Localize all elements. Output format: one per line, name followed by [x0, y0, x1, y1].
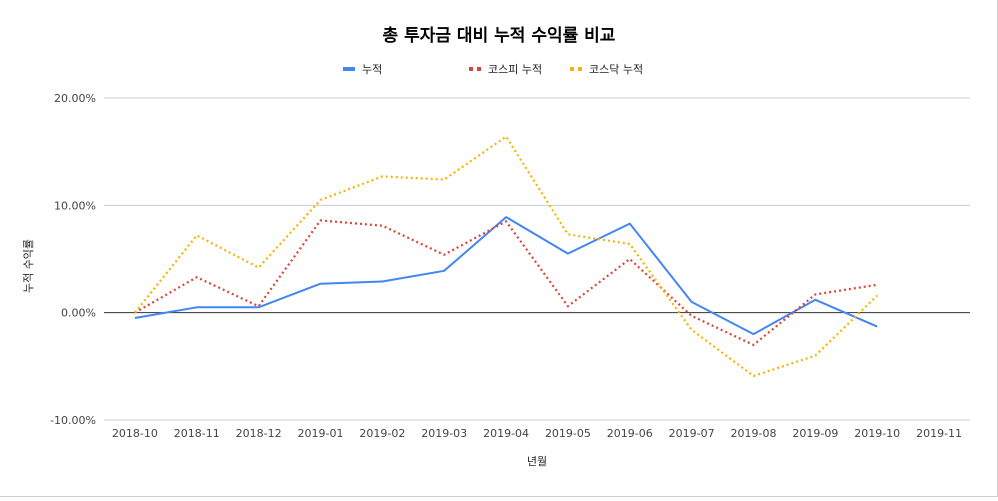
series-line-3	[134, 135, 878, 378]
series-lines	[134, 135, 878, 378]
x-tick-label: 2019-02	[359, 427, 405, 440]
x-tick-label: 2019-06	[607, 427, 653, 440]
x-tick-label: 2018-11	[174, 427, 220, 440]
y-tick-label: 20.00%	[54, 92, 96, 105]
y-tick-label: 10.00%	[54, 199, 96, 212]
x-axis-title: 년월	[527, 455, 547, 468]
x-tick-label: 2018-12	[236, 427, 282, 440]
legend: 누적 코스피 누적 코스닥 누적	[343, 63, 643, 76]
x-tick-label: 2019-03	[421, 427, 467, 440]
x-tick-label: 2019-01	[298, 427, 344, 440]
x-tick-label: 2019-05	[545, 427, 591, 440]
series-line-2	[134, 219, 878, 346]
chart-title: 총 투자금 대비 누적 수익률 비교	[383, 26, 616, 46]
legend-label: 코스피 누적	[488, 63, 542, 76]
x-axis-ticks: 2018-10 2018-11 2018-12 2019-01 2019-02 2019-…	[112, 427, 962, 440]
legend-label: 코스닥 누적	[589, 63, 643, 76]
y-axis-title: 누적 수익률	[22, 239, 35, 293]
x-tick-label: 2019-04	[483, 427, 529, 440]
legend-label: 누적	[362, 63, 382, 76]
y-tick-label: -10.00%	[50, 414, 96, 427]
y-tick-label: 0.00%	[61, 307, 96, 320]
x-tick-label: 2019-08	[731, 427, 777, 440]
x-tick-label: 2019-10	[854, 427, 900, 440]
x-tick-label: 2019-07	[669, 427, 715, 440]
x-tick-label: 2019-11	[916, 427, 962, 440]
gridlines	[104, 97, 970, 421]
x-tick-label: 2018-10	[112, 427, 158, 440]
series-line-1	[134, 216, 878, 336]
x-tick-label: 2019-09	[792, 427, 838, 440]
y-axis-ticks: -10.00% 0.00% 10.00% 20.00%	[50, 92, 96, 427]
